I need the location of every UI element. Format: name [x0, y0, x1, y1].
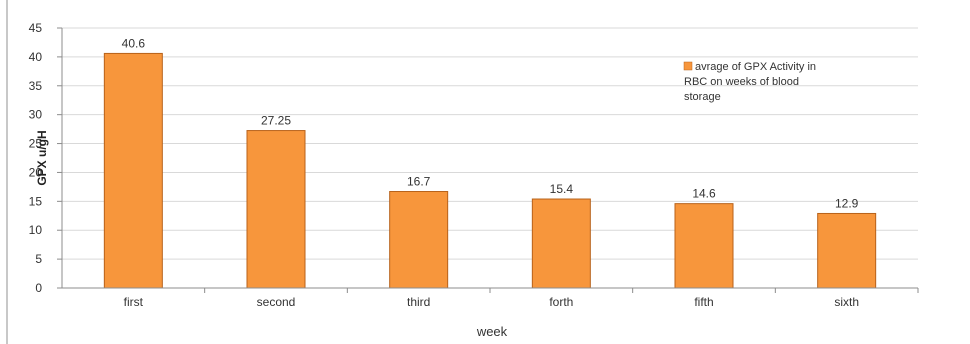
gridlines	[62, 27, 918, 260]
data-label-third: 16.7	[407, 175, 431, 189]
legend-label-line-2: RBC on weeks of blood	[684, 76, 799, 88]
legend-swatch	[683, 61, 693, 71]
bar-forth	[531, 198, 591, 289]
bar-second	[246, 130, 306, 289]
y-tick-label: 0	[35, 281, 42, 295]
y-tick-label: 20	[29, 165, 43, 179]
y-tick-label: 15	[29, 194, 43, 208]
data-label-fifth: 14.6	[692, 187, 716, 201]
bar-sixth	[817, 212, 877, 289]
labels: 0 5 10 15 20 25 30 35 40 45 40.6 first 27.25 second 16…	[29, 21, 859, 309]
x-tick-label-first: first	[124, 295, 144, 309]
legend-label-line-1: avrage of GPX Activity in	[695, 61, 816, 73]
x-tick-label-forth: forth	[549, 295, 573, 309]
data-label-forth: 15.4	[550, 182, 574, 196]
bar-fifth	[674, 203, 734, 289]
y-tick-label: 25	[29, 137, 43, 151]
legend: avrage of GPX Activity in RBC on weeks o…	[683, 61, 816, 103]
y-tick-label: 30	[29, 108, 43, 122]
bar-first	[103, 52, 163, 289]
x-tick-label-third: third	[407, 295, 430, 309]
data-label-first: 40.6	[122, 36, 146, 50]
x-tick-label-sixth: sixth	[834, 295, 859, 309]
bar-third	[389, 191, 449, 289]
x-tick-label-second: second	[257, 295, 296, 309]
y-tick-label: 10	[29, 223, 43, 237]
axes	[6, 0, 919, 344]
y-tick-label: 40	[29, 50, 43, 64]
bars	[103, 52, 877, 289]
y-tick-label: 5	[35, 252, 42, 266]
data-label-sixth: 12.9	[835, 196, 859, 210]
y-axis-title: GPX u/gH	[35, 130, 49, 185]
y-tick-label: 45	[29, 21, 43, 35]
legend-label-line-3: storage	[684, 91, 721, 103]
x-axis-title: week	[476, 324, 508, 339]
y-tick-label: 35	[29, 79, 43, 93]
x-tick-label-fifth: fifth	[694, 295, 713, 309]
data-label-second: 27.25	[261, 114, 291, 128]
